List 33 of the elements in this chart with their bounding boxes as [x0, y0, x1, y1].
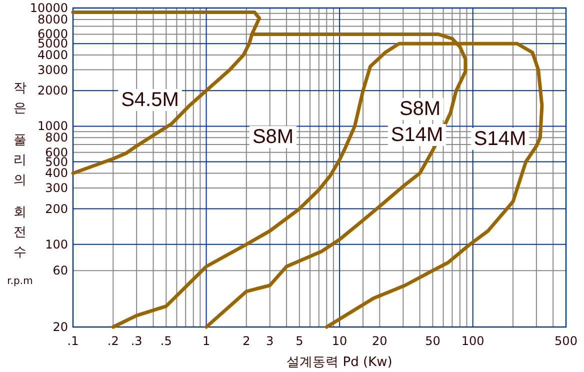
x-tick-label: 5: [296, 334, 304, 348]
x-tick-label: 20: [372, 334, 388, 348]
x-tick-label: .2: [107, 334, 119, 348]
y-tick-label: 800: [45, 130, 68, 145]
annotation: S8M: [399, 98, 441, 120]
x-tick-label: 3: [266, 334, 274, 348]
y-tick-label: 8000: [37, 12, 68, 26]
y-tick-label: 300: [45, 180, 68, 195]
x-tick-label: 500: [554, 334, 578, 348]
x-tick-label: 50: [425, 334, 440, 348]
y-tick-label: 400: [45, 166, 68, 180]
y-tick-label: 1000: [37, 119, 68, 134]
y-tick-label: 4000: [37, 48, 68, 62]
y-tick-label: 200: [45, 202, 68, 216]
ylabel: 작은 풀리의 회전수 r.p.m: [7, 81, 33, 287]
annotation: S8M: [252, 126, 294, 148]
x-tick-label: 100: [461, 334, 484, 348]
annotation: S4.5M: [121, 89, 179, 111]
y-tick-label: 60: [52, 264, 68, 278]
y-tick-label: 10000: [30, 1, 68, 15]
x-tick-label: .3: [130, 334, 142, 348]
annotation: S14M: [390, 124, 444, 146]
x-tick-label: .1: [67, 334, 79, 348]
x-tick-label: 10: [332, 334, 348, 348]
x-tick-label: .5: [160, 334, 172, 348]
y-tick-label: 3000: [37, 62, 68, 77]
annotation: S14M: [474, 128, 526, 150]
y-tick-label: 2000: [37, 84, 68, 98]
y-tick-label: 20: [52, 320, 68, 334]
x-tick-label: 2: [242, 334, 250, 348]
y-tick-label: 100: [45, 237, 68, 252]
x-tick-label: 1: [202, 334, 210, 348]
x-axis-title: 설계동력 Pd (Kw): [286, 355, 392, 370]
